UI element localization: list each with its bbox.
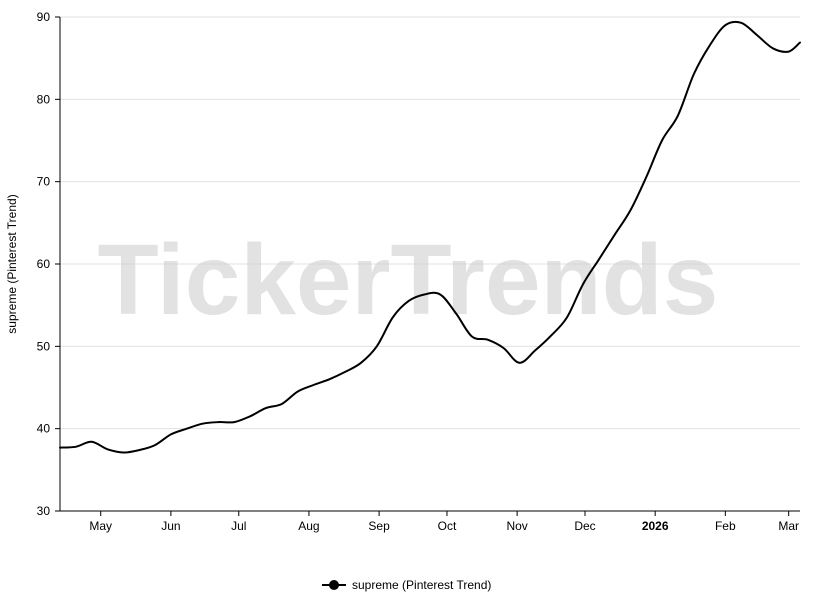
y-tick-label: 90 — [37, 10, 51, 24]
x-tick-label: Sep — [368, 519, 390, 533]
axes: 30 40 50 60 70 80 90 May Jun Jul Aug Sep Oct Nov Dec 20… — [37, 10, 800, 533]
y-tick-label: 70 — [37, 175, 51, 189]
x-tick-label: Feb — [715, 519, 736, 533]
x-tick-label: Aug — [298, 519, 319, 533]
y-tick-label: 40 — [37, 422, 51, 436]
y-tick-label: 30 — [37, 504, 51, 518]
legend-dot-marker — [329, 580, 339, 590]
x-tick-label: Dec — [574, 519, 595, 533]
series-line[interactable] — [59, 20, 801, 454]
legend[interactable]: supreme (Pinterest Trend) — [322, 578, 491, 592]
y-tick-label: 50 — [37, 339, 51, 353]
x-tick-label: Mar — [778, 519, 799, 533]
y-axis-label: supreme (Pinterest Trend) — [5, 194, 19, 333]
x-tick-label: Jul — [231, 519, 246, 533]
x-tick-label: Jun — [161, 519, 180, 533]
x-tick-label: Nov — [506, 519, 527, 533]
watermark: TickerTrends — [98, 224, 719, 336]
y-tick-label: 60 — [37, 257, 51, 271]
y-tick-label: 80 — [37, 92, 51, 106]
x-tick-label: May — [89, 519, 112, 533]
series-group — [59, 20, 801, 454]
grid — [60, 16, 800, 430]
legend-label[interactable]: supreme (Pinterest Trend) — [352, 578, 491, 592]
x-tick-label: 2026 — [642, 519, 669, 533]
x-tick-label: Oct — [438, 519, 457, 533]
